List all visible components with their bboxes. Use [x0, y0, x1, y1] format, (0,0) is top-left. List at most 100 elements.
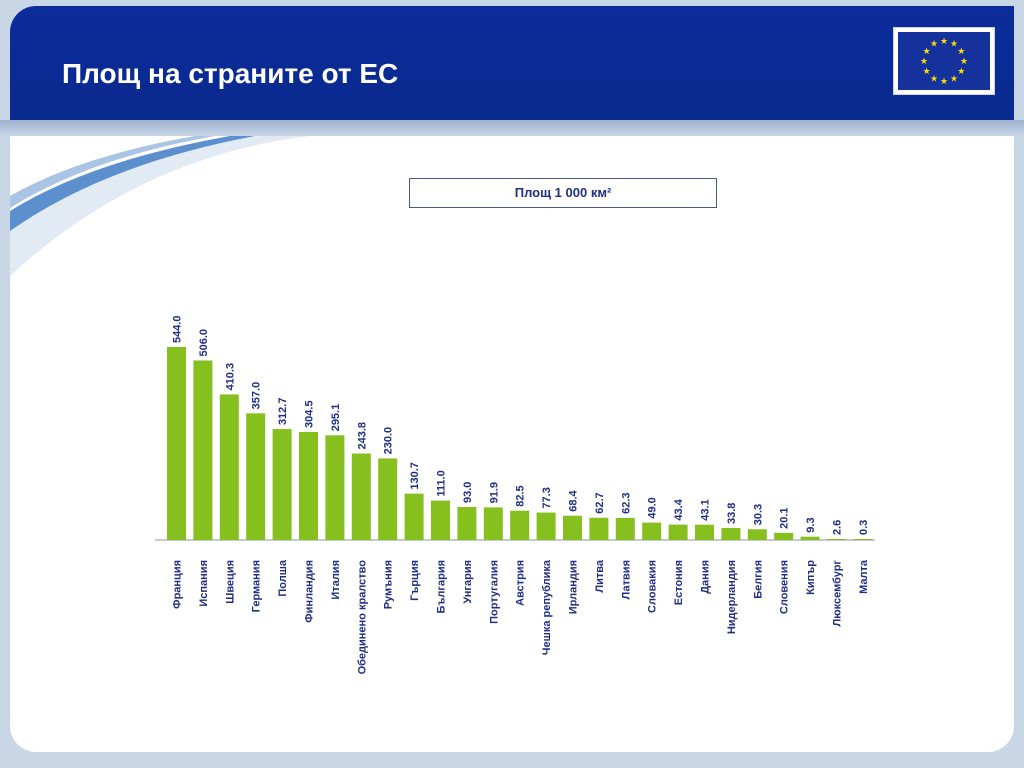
category-label: Полша	[277, 559, 289, 597]
bar	[325, 435, 345, 540]
bar-value-label: 62.7	[594, 492, 606, 513]
category-label: Малта	[858, 559, 870, 594]
category-label: Чешка република	[541, 559, 553, 655]
bar-value-label: 304.5	[304, 400, 316, 428]
category-label: Унгария	[462, 560, 474, 604]
flag-star: ★	[923, 66, 931, 76]
chart-legend: Площ 1 000 км²	[409, 178, 717, 208]
category-label: Нидерландия	[726, 560, 738, 634]
bar	[351, 453, 371, 540]
header-bar	[10, 6, 1014, 120]
bar-value-label: 30.3	[752, 504, 764, 525]
flag-field: ★ ★ ★ ★ ★ ★ ★ ★ ★ ★ ★ ★	[898, 32, 990, 90]
bar	[853, 539, 873, 540]
category-label: Португалия	[488, 560, 500, 624]
header-divider	[0, 120, 1024, 136]
bar	[774, 532, 794, 540]
bar-value-label: 43.4	[673, 498, 685, 520]
content-panel: Площ 1 000 км² 544.0 Франция 506.0 Испания 4…	[10, 136, 1014, 752]
category-label: Словения	[779, 560, 791, 614]
bar-value-label: 312.7	[277, 398, 289, 426]
bar	[378, 458, 398, 540]
flag-star: ★	[957, 66, 965, 76]
bar-value-label: 295.1	[330, 404, 342, 432]
bar	[615, 517, 635, 540]
flag-star: ★	[950, 39, 958, 49]
bar	[299, 431, 318, 540]
bar	[695, 524, 714, 540]
bar	[404, 493, 424, 540]
bar-value-label: 130.7	[409, 462, 421, 490]
category-label: Австрия	[515, 560, 527, 606]
flag-star: ★	[957, 46, 965, 56]
category-label: Румъния	[383, 560, 395, 609]
bar-value-label: 357.0	[251, 382, 263, 410]
bar-value-label: 243.8	[356, 422, 368, 450]
bar	[219, 394, 239, 540]
eu-flag-icon: ★ ★ ★ ★ ★ ★ ★ ★ ★ ★ ★ ★	[893, 27, 995, 95]
decorative-swoosh	[10, 136, 310, 276]
category-label: Литва	[594, 559, 606, 592]
bar	[246, 413, 266, 540]
bar	[800, 536, 820, 540]
bar	[747, 529, 767, 540]
bar	[483, 507, 503, 540]
bar-value-label: 20.1	[779, 507, 791, 528]
bar	[721, 528, 741, 540]
bar-chart: 544.0 Франция 506.0 Испания 410.3 Швеция 357.0…	[155, 315, 875, 675]
flag-star: ★	[923, 46, 931, 56]
category-label: Германия	[251, 560, 263, 612]
category-label: Италия	[330, 560, 342, 600]
bar	[589, 517, 609, 540]
bar-value-label: 91.9	[488, 482, 500, 503]
category-label: Испания	[198, 560, 210, 607]
bar	[563, 515, 582, 540]
category-label: Латвия	[620, 560, 632, 599]
category-label: Швеция	[224, 560, 236, 604]
bar	[536, 512, 556, 540]
bar	[272, 429, 292, 540]
bar	[457, 507, 477, 540]
category-label: Ирландия	[568, 560, 580, 614]
category-label: Дания	[700, 560, 712, 594]
bar-value-label: 68.4	[568, 489, 580, 511]
category-label: Франция	[172, 560, 184, 609]
bar	[642, 522, 662, 540]
category-label: Обединено кралство	[356, 560, 368, 675]
bar	[668, 524, 688, 540]
category-label: Гърция	[409, 560, 421, 601]
category-label: Естония	[673, 560, 685, 605]
bar-value-label: 43.1	[700, 499, 712, 520]
category-label: Кипър	[805, 560, 817, 595]
bar-value-label: 9.3	[805, 517, 817, 532]
bar-value-label: 93.0	[462, 482, 474, 503]
bar	[193, 360, 213, 540]
bar-value-label: 410.3	[224, 363, 236, 391]
flag-star: ★	[930, 73, 938, 83]
flag-star: ★	[930, 39, 938, 49]
bar-value-label: 544.0	[172, 315, 184, 343]
category-label: Словакия	[647, 560, 659, 613]
bar	[510, 510, 530, 540]
flag-stars: ★ ★★★★★★★★★★★	[920, 36, 968, 86]
bar	[431, 500, 450, 540]
category-label: България	[436, 560, 448, 614]
category-label: Финландия	[304, 560, 316, 623]
bar	[167, 347, 186, 540]
bar-value-label: 111.0	[436, 470, 448, 496]
bar-value-label: 49.0	[647, 497, 659, 518]
flag-star: ★	[960, 56, 968, 66]
category-label: Белгия	[752, 560, 764, 599]
flag-star: ★	[940, 36, 948, 46]
bar-value-label: 2.6	[832, 520, 844, 535]
bar-value-label: 506.0	[198, 329, 210, 357]
flag-star: ★	[920, 56, 928, 66]
bar-value-label: 62.3	[620, 492, 632, 513]
bar-value-label: 0.3	[858, 520, 870, 535]
flag-star: ★	[940, 76, 948, 86]
bar-value-label: 230.0	[383, 427, 395, 455]
bar-value-label: 33.8	[726, 503, 738, 524]
slide-title: Площ на страните от ЕС	[62, 58, 399, 89]
flag-star: ★	[950, 73, 958, 83]
